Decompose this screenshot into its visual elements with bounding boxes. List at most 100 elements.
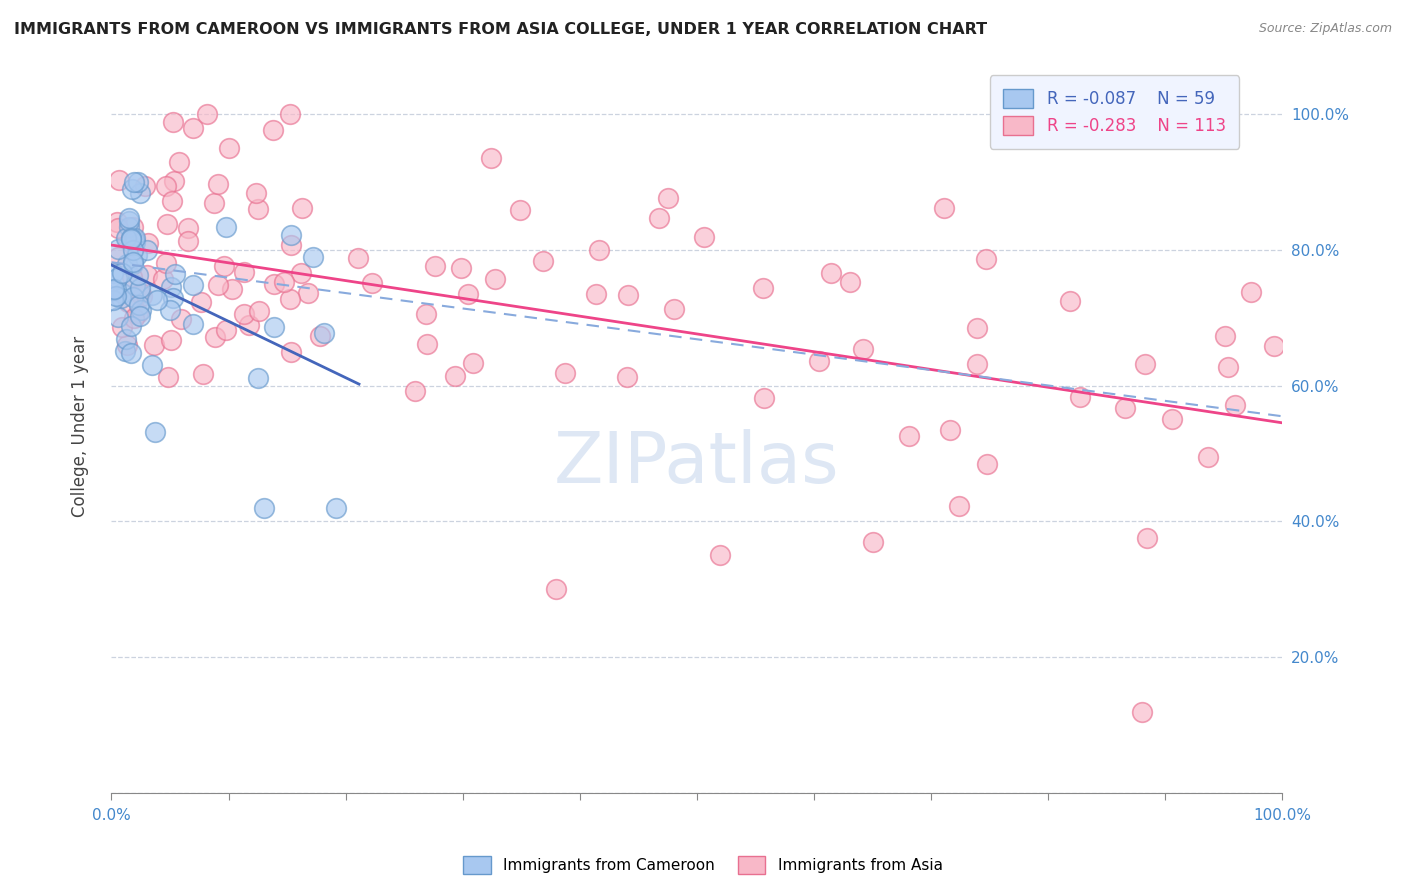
Point — [141, 358, 163, 372]
Point — [245, 186, 267, 200]
Point — [115, 230, 138, 244]
Point — [122, 220, 145, 235]
Point — [314, 326, 336, 340]
Point — [157, 369, 180, 384]
Point — [127, 268, 149, 283]
Point — [121, 255, 143, 269]
Point — [932, 201, 955, 215]
Point — [1133, 357, 1156, 371]
Point — [101, 283, 124, 297]
Point — [443, 369, 465, 384]
Point — [122, 244, 145, 258]
Point — [107, 271, 129, 285]
Point — [129, 285, 152, 300]
Point — [253, 500, 276, 515]
Point — [479, 152, 502, 166]
Point — [752, 391, 775, 405]
Point — [325, 500, 347, 515]
Point — [190, 295, 212, 310]
Point — [127, 247, 149, 261]
Point — [204, 330, 226, 344]
Point — [976, 457, 998, 471]
Point — [105, 215, 128, 229]
Point — [554, 366, 576, 380]
Point — [163, 174, 186, 188]
Point — [183, 120, 205, 135]
Point — [218, 141, 240, 155]
Point — [127, 175, 149, 189]
Point — [135, 268, 157, 282]
Point — [107, 220, 129, 235]
Point — [280, 237, 302, 252]
Point — [852, 342, 875, 356]
Point — [709, 549, 731, 563]
Point — [616, 370, 638, 384]
Point — [163, 267, 186, 281]
Point — [302, 250, 325, 264]
Point — [404, 384, 426, 398]
Point — [278, 107, 301, 121]
Point — [134, 179, 156, 194]
Point — [484, 272, 506, 286]
Point — [966, 321, 988, 335]
Point — [1218, 359, 1240, 374]
Point — [425, 259, 447, 273]
Point — [103, 293, 125, 307]
Legend: Immigrants from Cameroon, Immigrants from Asia: Immigrants from Cameroon, Immigrants fro… — [457, 850, 949, 880]
Point — [103, 266, 125, 280]
Point — [156, 217, 179, 231]
Point — [114, 343, 136, 358]
Point — [142, 338, 165, 352]
Point — [862, 534, 884, 549]
Point — [177, 221, 200, 235]
Point — [103, 282, 125, 296]
Legend: R = -0.087    N = 59, R = -0.283    N = 113: R = -0.087 N = 59, R = -0.283 N = 113 — [990, 75, 1239, 149]
Point — [463, 356, 485, 370]
Point — [238, 318, 260, 332]
Point — [107, 250, 129, 264]
Point — [1197, 450, 1219, 464]
Point — [121, 270, 143, 285]
Point — [127, 306, 149, 320]
Point — [122, 257, 145, 271]
Point — [128, 310, 150, 324]
Point — [120, 319, 142, 334]
Point — [820, 266, 842, 280]
Point — [117, 220, 139, 235]
Point — [280, 344, 302, 359]
Point — [115, 338, 138, 352]
Point — [212, 259, 235, 273]
Point — [143, 425, 166, 439]
Point — [247, 304, 270, 318]
Point — [122, 232, 145, 246]
Point — [177, 235, 200, 249]
Point — [118, 211, 141, 226]
Point — [124, 235, 146, 249]
Point — [115, 231, 138, 245]
Point — [170, 312, 193, 326]
Point — [104, 288, 127, 302]
Point — [110, 266, 132, 280]
Point — [693, 229, 716, 244]
Point — [117, 294, 139, 309]
Point — [117, 257, 139, 271]
Point — [546, 582, 568, 597]
Point — [124, 278, 146, 293]
Point — [1130, 705, 1153, 719]
Point — [207, 177, 229, 191]
Point — [141, 288, 163, 302]
Point — [155, 178, 177, 193]
Point — [159, 303, 181, 318]
Text: IMMIGRANTS FROM CAMEROON VS IMMIGRANTS FROM ASIA COLLEGE, UNDER 1 YEAR CORRELATI: IMMIGRANTS FROM CAMEROON VS IMMIGRANTS F… — [14, 22, 987, 37]
Point — [181, 278, 204, 293]
Point — [585, 287, 607, 301]
Point — [1263, 339, 1285, 353]
Point — [966, 358, 988, 372]
Point — [107, 310, 129, 324]
Point — [360, 276, 382, 290]
Point — [128, 281, 150, 295]
Point — [122, 311, 145, 326]
Point — [262, 123, 284, 137]
Point — [1240, 285, 1263, 300]
Point — [1213, 329, 1236, 343]
